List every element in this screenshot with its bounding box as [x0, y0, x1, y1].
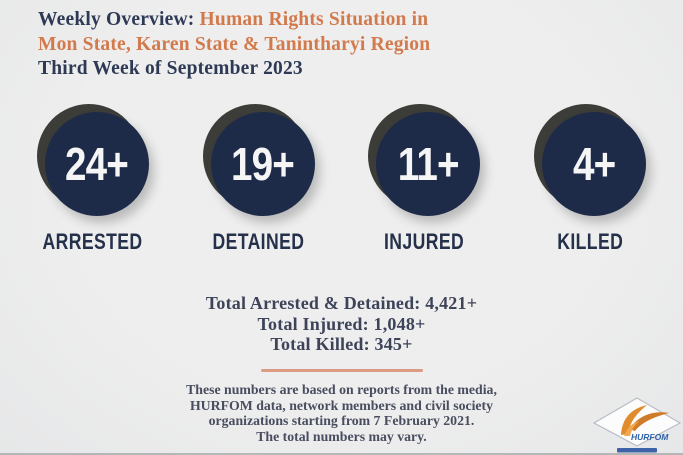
page-title: Weekly Overview: Human Rights Situation … — [38, 8, 430, 82]
total-injured: Total Injured: 1,048+ — [257, 313, 426, 334]
logo-swoosh-left — [621, 405, 647, 435]
total-killed: Total Killed: 345+ — [270, 334, 413, 354]
stat-label: DETAINED — [212, 229, 305, 254]
badge-circle: 11+ — [376, 112, 481, 216]
stat-badge: 24+ — [36, 104, 149, 216]
logo-subtext-band — [617, 448, 657, 453]
stat-killed: 4+ KILLED — [510, 104, 670, 255]
logo-swoosh-inner — [624, 421, 639, 436]
stat-label: KILLED — [557, 229, 624, 254]
badge-circle: 4+ — [542, 112, 647, 216]
stat-value: 4+ — [572, 138, 616, 190]
footnote-line-1: These numbers are based on reports from … — [186, 382, 497, 397]
logo-wordmark: HURFOM — [631, 432, 669, 442]
title-highlight-2: Mon State, Karen State & Tanintharyi Reg… — [38, 33, 431, 55]
footnote-line-4: The total numbers may vary. — [256, 428, 427, 444]
stat-badge: 19+ — [202, 104, 315, 216]
stat-value: 24+ — [65, 138, 129, 190]
stat-label: ARRESTED — [42, 229, 143, 254]
title-prefix: Weekly Overview: — [38, 9, 195, 30]
stat-detained: 19+ DETAINED — [179, 104, 339, 255]
stat-label: INJURED — [384, 229, 465, 254]
stat-badge: 11+ — [368, 104, 481, 216]
stats-row: 24+ ARRESTED 19+ DETAINED 11+ INJURED — [0, 104, 683, 255]
divider-line — [260, 369, 423, 372]
logo-swoosh-right — [629, 412, 669, 431]
footnote-line-2: HURFOM data, network members and civil s… — [189, 397, 494, 413]
hurfom-logo: HURFOM — [591, 395, 683, 455]
title-subtitle: Third Week of September 2023 — [38, 58, 303, 79]
totals-block: Total Arrested & Detained: 4,421+ Total … — [0, 293, 683, 355]
stat-value: 11+ — [397, 138, 460, 190]
stat-value: 19+ — [231, 138, 295, 190]
stat-badge: 4+ — [534, 104, 647, 216]
badge-circle: 24+ — [44, 112, 149, 216]
title-highlight-1: Human Rights Situation in — [199, 9, 429, 30]
stat-arrested: 24+ ARRESTED — [13, 104, 173, 255]
hurfom-logo-graphic: HURFOM — [592, 397, 682, 453]
footnote: These numbers are based on reports from … — [0, 382, 683, 444]
badge-circle: 19+ — [210, 112, 315, 216]
stat-injured: 11+ INJURED — [344, 104, 504, 255]
total-arrested-detained: Total Arrested & Detained: 4,421+ — [205, 293, 478, 313]
footnote-line-3: organizations starting from 7 February 2… — [208, 413, 475, 428]
title-line-1: Weekly Overview: Human Rights Situation … — [38, 8, 430, 33]
